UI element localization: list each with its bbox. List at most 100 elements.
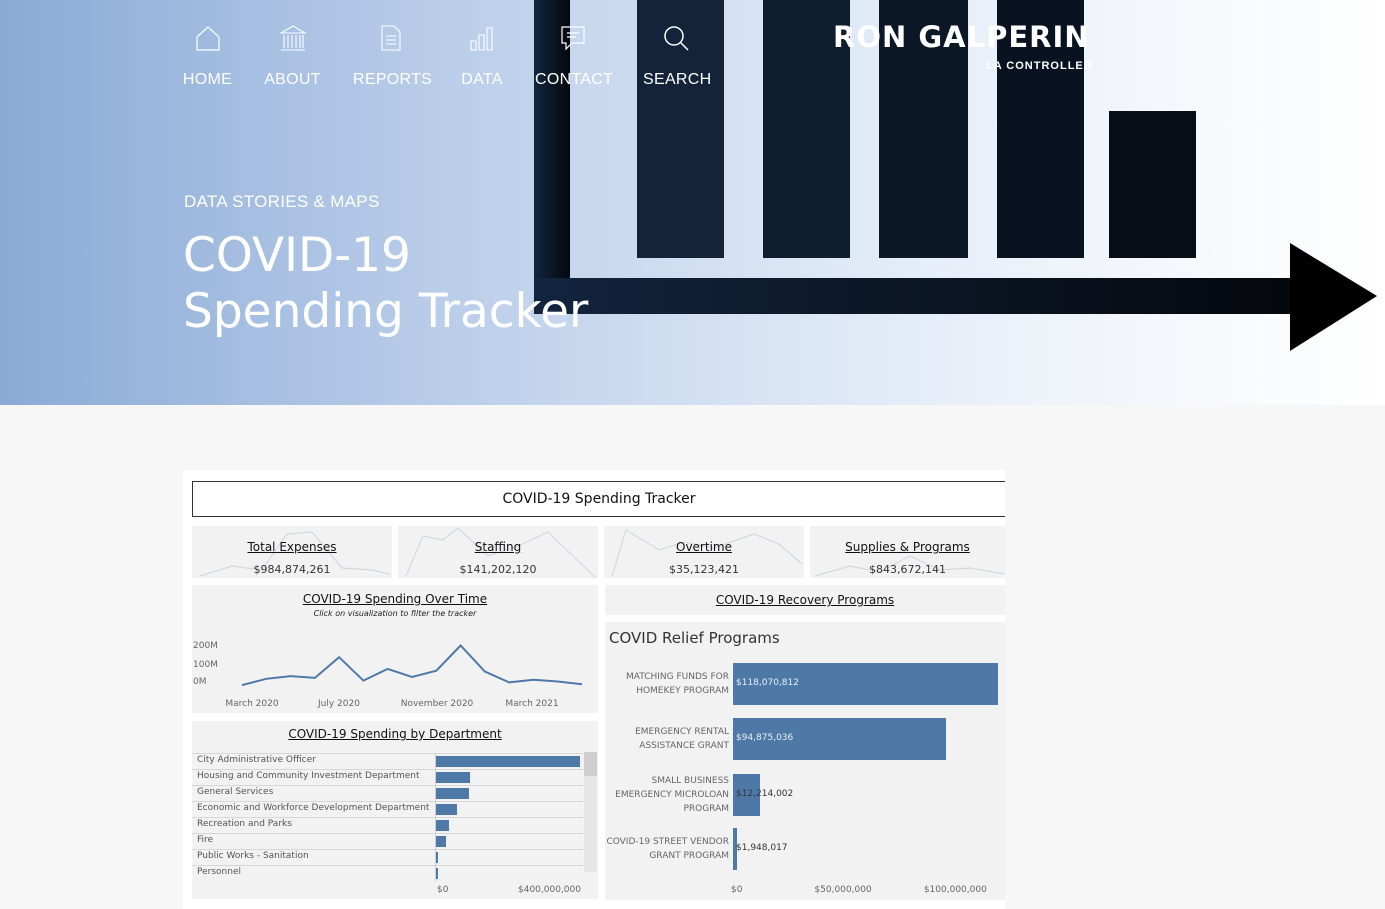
kpi-value: $984,874,261 [253, 563, 331, 576]
nav-about[interactable]: ABOUT [264, 24, 321, 89]
table-row-divider [192, 769, 583, 770]
spending-over-time-title[interactable]: COVID-19 Spending Over Time [302, 592, 488, 606]
nav-data[interactable]: DATA [460, 24, 504, 89]
department-bar-chart[interactable]: City Administrative Officer Housing and C… [192, 721, 598, 899]
department-label[interactable]: Personnel [197, 867, 241, 877]
scrollbar-thumb[interactable] [584, 752, 597, 776]
program-label[interactable]: EMERGENCY RENTAL ASSISTANCE GRANT [635, 727, 729, 751]
x-tick-label: March 2020 [225, 699, 278, 709]
department-bar[interactable] [436, 804, 457, 815]
nav-contact[interactable]: CONTACT [535, 24, 614, 89]
spending-over-time-chart[interactable]: 200M 100M 0M March 2020 July 2020 November 20… [192, 585, 598, 713]
department-scrollbar[interactable] [584, 752, 597, 872]
tableau-dashboard[interactable]: COVID-19 Spending Tracker Total Expenses… [183, 470, 1005, 909]
spending-by-department-title[interactable]: COVID-19 Spending by Department [288, 727, 502, 741]
relief-programs-bar-chart[interactable]: MATCHING FUNDS FOR HOMEKEY PROGRAM $118,0… [605, 622, 1005, 900]
spending-by-department-panel[interactable]: COVID-19 Spending by Department City Adm… [192, 721, 598, 899]
x-tick-label: July 2020 [317, 699, 360, 709]
department-bar[interactable] [436, 836, 446, 847]
y-tick-label: 200M [193, 641, 218, 651]
section-eyebrow: DATA STORIES & MAPS [184, 192, 380, 211]
nav-contact-label: CONTACT [535, 71, 614, 88]
kpi-card-overtime[interactable]: Overtime $35,123,421 [604, 526, 804, 578]
program-value-label: $1,948,017 [736, 843, 788, 853]
filter-hint: Click on visualization to filter the tra… [313, 609, 477, 618]
nav-home-label: HOME [182, 71, 233, 88]
x-tick-label: $400,000,000 [518, 885, 581, 895]
kpi-sparkline [199, 531, 391, 577]
program-bar[interactable] [733, 828, 738, 870]
program-bar[interactable] [733, 774, 761, 816]
department-label[interactable]: Fire [197, 835, 214, 845]
x-tick-label: March 2021 [505, 699, 558, 709]
hero-banner: HOME ABOUT REPORTS DATA CONTACT SEARCH R… [0, 0, 1385, 405]
bar-chart-icon [470, 27, 493, 51]
x-tick-label: $0 [437, 885, 449, 895]
department-label[interactable]: Housing and Community Investment Departm… [197, 771, 420, 781]
table-row-divider [192, 753, 583, 754]
nav-home[interactable]: HOME [182, 24, 233, 89]
logo-name[interactable]: RON GALPERIN [833, 20, 1090, 54]
recovery-programs-link[interactable]: COVID-19 Recovery Programs [715, 593, 895, 607]
home-icon [195, 26, 220, 51]
kpi-sparkline [611, 529, 803, 577]
chat-icon [561, 26, 585, 51]
nav-reports[interactable]: REPORTS [353, 24, 433, 89]
x-tick-label: $50,000,000 [814, 885, 872, 895]
kpi-value: $141,202,120 [459, 563, 537, 576]
relief-programs-panel[interactable]: COVID Relief Programs MATCHING FUNDS FOR… [605, 622, 1005, 900]
department-label[interactable]: City Administrative Officer [197, 755, 316, 765]
kpi-card-staffing[interactable]: Staffing $141,202,120 [398, 526, 598, 578]
table-row-divider [192, 801, 583, 802]
department-bar[interactable] [436, 788, 470, 799]
kpi-card-supplies-programs[interactable]: Supplies & Programs $843,672,141 [810, 526, 1005, 578]
spending-line-series[interactable] [241, 644, 583, 687]
kpi-value: $35,123,421 [669, 563, 739, 576]
y-tick-label: 100M [193, 660, 218, 670]
kpi-card-total-expenses[interactable]: Total Expenses $984,874,261 [192, 526, 392, 578]
search-icon [664, 26, 689, 51]
nav-search[interactable]: SEARCH [643, 24, 712, 89]
department-label[interactable]: General Services [197, 787, 274, 797]
department-label[interactable]: Economic and Workforce Development Depar… [197, 803, 430, 813]
department-bar[interactable] [436, 868, 438, 879]
kpi-sparkline [814, 555, 1005, 577]
program-bar[interactable] [733, 718, 946, 760]
table-row-divider [192, 817, 583, 818]
kpi-title[interactable]: Supplies & Programs [845, 540, 970, 554]
kpi-title[interactable]: Total Expenses [247, 540, 337, 554]
logo-subtitle: LA CONTROLLER [986, 60, 1093, 72]
spending-over-time-panel[interactable]: COVID-19 Spending Over Time Click on vis… [192, 585, 598, 713]
department-bar[interactable] [436, 852, 439, 863]
table-row-divider [192, 865, 583, 866]
nav-search-label: SEARCH [643, 71, 712, 88]
building-icon [278, 25, 307, 51]
department-bar[interactable] [436, 772, 471, 783]
kpi-value: $843,672,141 [869, 563, 946, 576]
kpi-title[interactable]: Overtime [676, 540, 732, 554]
kpi-title[interactable]: Staffing [474, 540, 522, 554]
nav-reports-label: REPORTS [353, 71, 433, 88]
recovery-programs-panel[interactable]: COVID-19 Recovery Programs [605, 585, 1005, 615]
program-value-label: $118,070,812 [736, 678, 799, 688]
department-bar[interactable] [436, 756, 581, 767]
x-tick-label: November 2020 [401, 699, 474, 709]
program-value-label: $94,875,036 [736, 733, 794, 743]
kpi-sparkline [405, 527, 597, 578]
department-label[interactable]: Recreation and Parks [197, 819, 292, 829]
nav-about-label: ABOUT [264, 71, 321, 88]
table-row-divider [192, 785, 583, 786]
department-label[interactable]: Public Works - Sanitation [197, 851, 309, 861]
page-title-line1: COVID-19 [183, 228, 411, 283]
x-tick-label: $100,000,000 [923, 885, 987, 895]
table-row-divider [192, 849, 583, 850]
page-title: COVID-19 Spending Tracker [183, 228, 588, 340]
program-label[interactable]: COVID-19 STREET VENDOR GRANT PROGRAM [606, 837, 729, 861]
table-row-divider [192, 833, 583, 834]
program-bar[interactable] [733, 663, 998, 705]
program-label[interactable]: SMALL BUSINESS EMERGENCY MICROLOAN PROGR… [615, 776, 729, 814]
axis-line [435, 753, 436, 881]
department-bar[interactable] [436, 820, 449, 831]
program-label[interactable]: MATCHING FUNDS FOR HOMEKEY PROGRAM [626, 672, 729, 696]
dashboard-title: COVID-19 Spending Tracker [192, 481, 1005, 517]
